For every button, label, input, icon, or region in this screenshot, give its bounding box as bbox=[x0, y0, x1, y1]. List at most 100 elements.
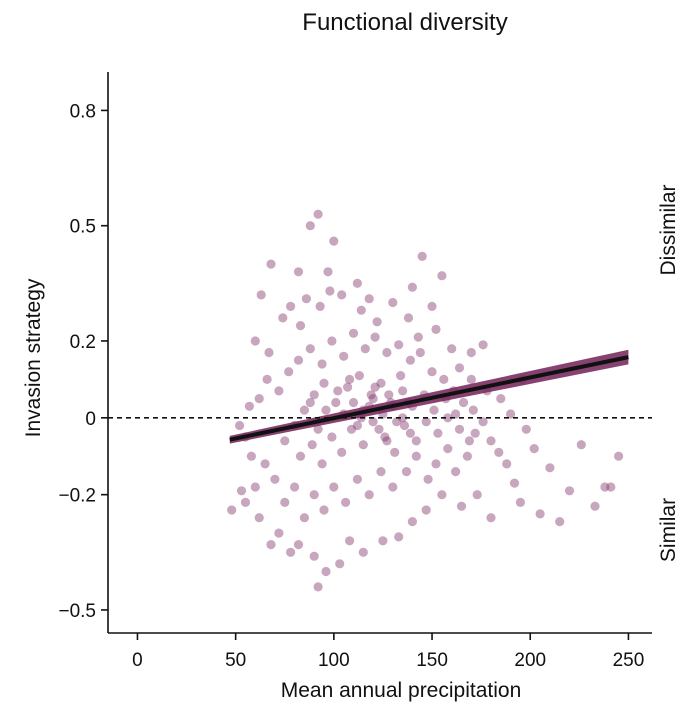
data-point bbox=[339, 351, 349, 361]
y-tick-label: −0.2 bbox=[58, 486, 96, 507]
data-point bbox=[246, 451, 256, 461]
data-point bbox=[327, 336, 337, 346]
data-point bbox=[364, 490, 374, 500]
data-point bbox=[274, 386, 284, 396]
data-point bbox=[382, 436, 392, 446]
data-point bbox=[378, 536, 388, 546]
data-point bbox=[368, 417, 378, 427]
data-point bbox=[341, 497, 351, 507]
data-point bbox=[427, 367, 437, 377]
data-point bbox=[372, 317, 382, 327]
x-axis-title: Mean annual precipitation bbox=[281, 679, 522, 702]
data-point bbox=[458, 397, 469, 408]
data-point bbox=[333, 386, 343, 396]
data-point bbox=[405, 355, 415, 365]
data-point bbox=[358, 440, 368, 450]
x-tick-label: 250 bbox=[613, 650, 645, 671]
data-point bbox=[323, 267, 333, 277]
data-point bbox=[421, 417, 431, 427]
data-point bbox=[331, 397, 341, 408]
regression-layer bbox=[229, 355, 629, 442]
data-point bbox=[376, 467, 386, 477]
data-point bbox=[305, 221, 315, 231]
data-point bbox=[407, 282, 417, 292]
data-point bbox=[244, 401, 254, 411]
x-tick-label: 200 bbox=[514, 650, 546, 671]
data-point bbox=[356, 305, 366, 315]
data-point bbox=[464, 436, 474, 446]
data-point bbox=[384, 390, 394, 400]
data-point bbox=[437, 271, 447, 281]
data-point bbox=[313, 209, 323, 219]
data-point bbox=[309, 490, 319, 500]
data-point bbox=[443, 413, 453, 423]
data-point bbox=[235, 420, 245, 431]
data-point bbox=[262, 374, 272, 384]
data-point bbox=[486, 436, 496, 446]
data-point bbox=[345, 536, 355, 546]
data-point bbox=[388, 297, 398, 308]
data-point bbox=[305, 397, 315, 408]
data-point bbox=[398, 386, 408, 396]
data-point bbox=[278, 313, 288, 323]
data-point bbox=[305, 344, 315, 354]
data-point bbox=[382, 347, 392, 358]
data-point bbox=[327, 432, 337, 442]
data-point bbox=[301, 294, 311, 304]
data-point bbox=[236, 486, 247, 496]
data-point bbox=[286, 547, 296, 557]
data-point bbox=[240, 497, 251, 507]
data-point bbox=[325, 286, 335, 296]
data-point bbox=[502, 459, 512, 469]
data-point bbox=[370, 332, 380, 342]
data-point bbox=[290, 482, 300, 492]
y-tick-label: 0.2 bbox=[70, 332, 96, 353]
data-point bbox=[295, 321, 306, 331]
data-point bbox=[260, 459, 270, 469]
data-point bbox=[564, 486, 575, 496]
data-point bbox=[270, 474, 280, 484]
data-point bbox=[429, 405, 439, 415]
data-point bbox=[415, 347, 425, 358]
data-point bbox=[321, 405, 331, 415]
data-point bbox=[413, 332, 423, 342]
y-axis-title: Invasion strategy bbox=[22, 278, 45, 437]
data-point bbox=[352, 474, 362, 484]
data-point bbox=[284, 367, 294, 377]
data-point bbox=[319, 378, 329, 388]
data-point bbox=[266, 259, 276, 269]
data-point bbox=[360, 344, 370, 354]
data-point bbox=[421, 505, 431, 515]
chart-title: Functional diversity bbox=[302, 9, 507, 36]
data-point bbox=[576, 440, 586, 450]
data-point bbox=[315, 301, 325, 311]
regression-line bbox=[229, 355, 629, 442]
data-point bbox=[506, 409, 516, 419]
data-point bbox=[250, 482, 260, 492]
data-point bbox=[423, 474, 433, 484]
data-point bbox=[478, 340, 488, 350]
data-point bbox=[431, 324, 441, 334]
data-point bbox=[399, 420, 410, 431]
data-point bbox=[335, 559, 345, 569]
data-point bbox=[398, 413, 408, 423]
data-point bbox=[313, 424, 323, 434]
data-point bbox=[478, 417, 488, 427]
data-point bbox=[468, 405, 478, 415]
y-tick-label: 0.8 bbox=[70, 101, 96, 122]
data-point bbox=[555, 517, 565, 527]
data-point bbox=[521, 424, 531, 434]
data-point bbox=[376, 378, 386, 388]
data-point bbox=[394, 340, 404, 350]
data-point bbox=[545, 463, 555, 473]
data-point bbox=[317, 459, 327, 469]
data-point bbox=[274, 528, 284, 538]
data-point bbox=[443, 444, 453, 454]
data-point bbox=[313, 582, 323, 592]
data-point bbox=[280, 436, 290, 446]
data-point bbox=[535, 509, 545, 519]
data-point bbox=[370, 382, 380, 392]
data-point bbox=[590, 501, 600, 511]
data-point bbox=[352, 278, 362, 288]
